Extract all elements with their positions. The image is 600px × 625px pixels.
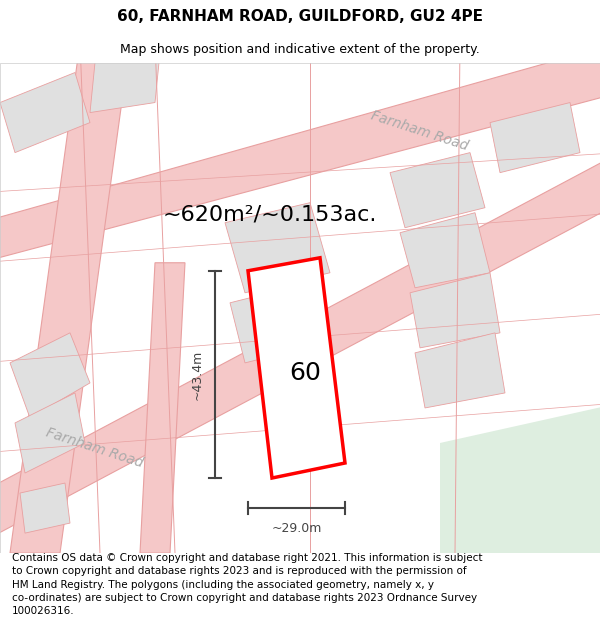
Text: ~43.4m: ~43.4m bbox=[191, 349, 203, 399]
Polygon shape bbox=[0, 42, 600, 262]
Polygon shape bbox=[490, 102, 580, 172]
Text: ~620m²/~0.153ac.: ~620m²/~0.153ac. bbox=[163, 205, 377, 225]
Polygon shape bbox=[440, 403, 600, 553]
Polygon shape bbox=[400, 213, 490, 288]
Polygon shape bbox=[225, 202, 330, 292]
Polygon shape bbox=[140, 262, 185, 553]
Text: Map shows position and indicative extent of the property.: Map shows position and indicative extent… bbox=[120, 42, 480, 56]
Text: 60, FARNHAM ROAD, GUILDFORD, GU2 4PE: 60, FARNHAM ROAD, GUILDFORD, GU2 4PE bbox=[117, 9, 483, 24]
Polygon shape bbox=[10, 333, 90, 418]
Polygon shape bbox=[10, 42, 130, 553]
Polygon shape bbox=[90, 52, 160, 112]
Text: ~29.0m: ~29.0m bbox=[271, 522, 322, 534]
Polygon shape bbox=[390, 152, 485, 228]
Polygon shape bbox=[15, 393, 85, 473]
Polygon shape bbox=[248, 258, 345, 478]
Text: 60: 60 bbox=[289, 361, 321, 385]
Polygon shape bbox=[410, 272, 500, 348]
Text: Contains OS data © Crown copyright and database right 2021. This information is : Contains OS data © Crown copyright and d… bbox=[12, 553, 482, 616]
Polygon shape bbox=[0, 72, 90, 152]
Polygon shape bbox=[230, 282, 325, 363]
Text: Farnham Road: Farnham Road bbox=[370, 108, 470, 153]
Polygon shape bbox=[0, 152, 600, 543]
Text: Farnham Road: Farnham Road bbox=[44, 426, 145, 471]
Polygon shape bbox=[20, 483, 70, 533]
Polygon shape bbox=[415, 333, 505, 408]
